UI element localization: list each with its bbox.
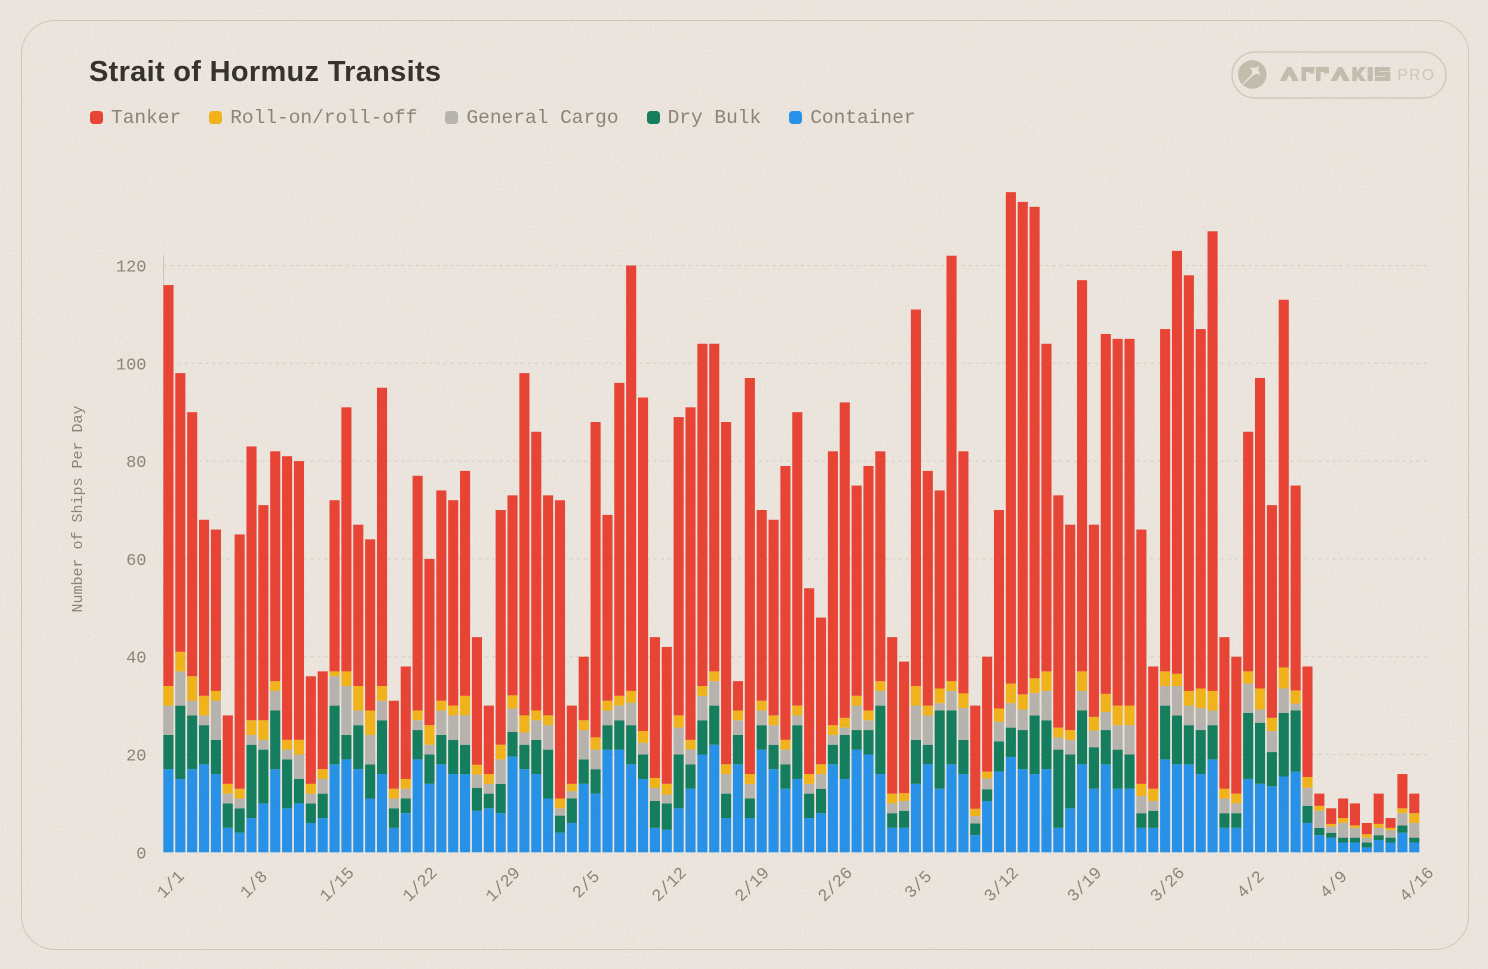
svg-text:1/29: 1/29 — [483, 864, 525, 906]
svg-text:2/19: 2/19 — [732, 864, 774, 906]
svg-text:4/16: 4/16 — [1397, 864, 1439, 906]
svg-text:4/9: 4/9 — [1317, 868, 1352, 903]
svg-text:2/5: 2/5 — [570, 868, 605, 903]
svg-text:3/26: 3/26 — [1147, 864, 1189, 906]
svg-text:1/1: 1/1 — [154, 868, 189, 903]
svg-text:3/19: 3/19 — [1064, 864, 1106, 906]
svg-text:20: 20 — [126, 748, 146, 767]
svg-text:4/2: 4/2 — [1234, 868, 1269, 903]
svg-text:Number of Ships Per Day: Number of Ships Per Day — [70, 405, 87, 612]
svg-text:1/22: 1/22 — [400, 864, 442, 906]
svg-text:0: 0 — [136, 845, 146, 864]
svg-text:2/12: 2/12 — [649, 864, 691, 906]
svg-text:3/5: 3/5 — [902, 868, 937, 903]
svg-text:60: 60 — [126, 552, 146, 571]
svg-text:40: 40 — [126, 650, 146, 669]
svg-text:1/8: 1/8 — [237, 868, 272, 903]
svg-text:2/26: 2/26 — [815, 864, 857, 906]
svg-text:1/15: 1/15 — [317, 864, 359, 906]
svg-text:80: 80 — [126, 454, 146, 473]
svg-text:120: 120 — [116, 259, 147, 278]
svg-text:PRO: PRO — [1397, 67, 1435, 84]
svg-text:100: 100 — [116, 356, 147, 375]
svg-text:3/12: 3/12 — [981, 864, 1023, 906]
